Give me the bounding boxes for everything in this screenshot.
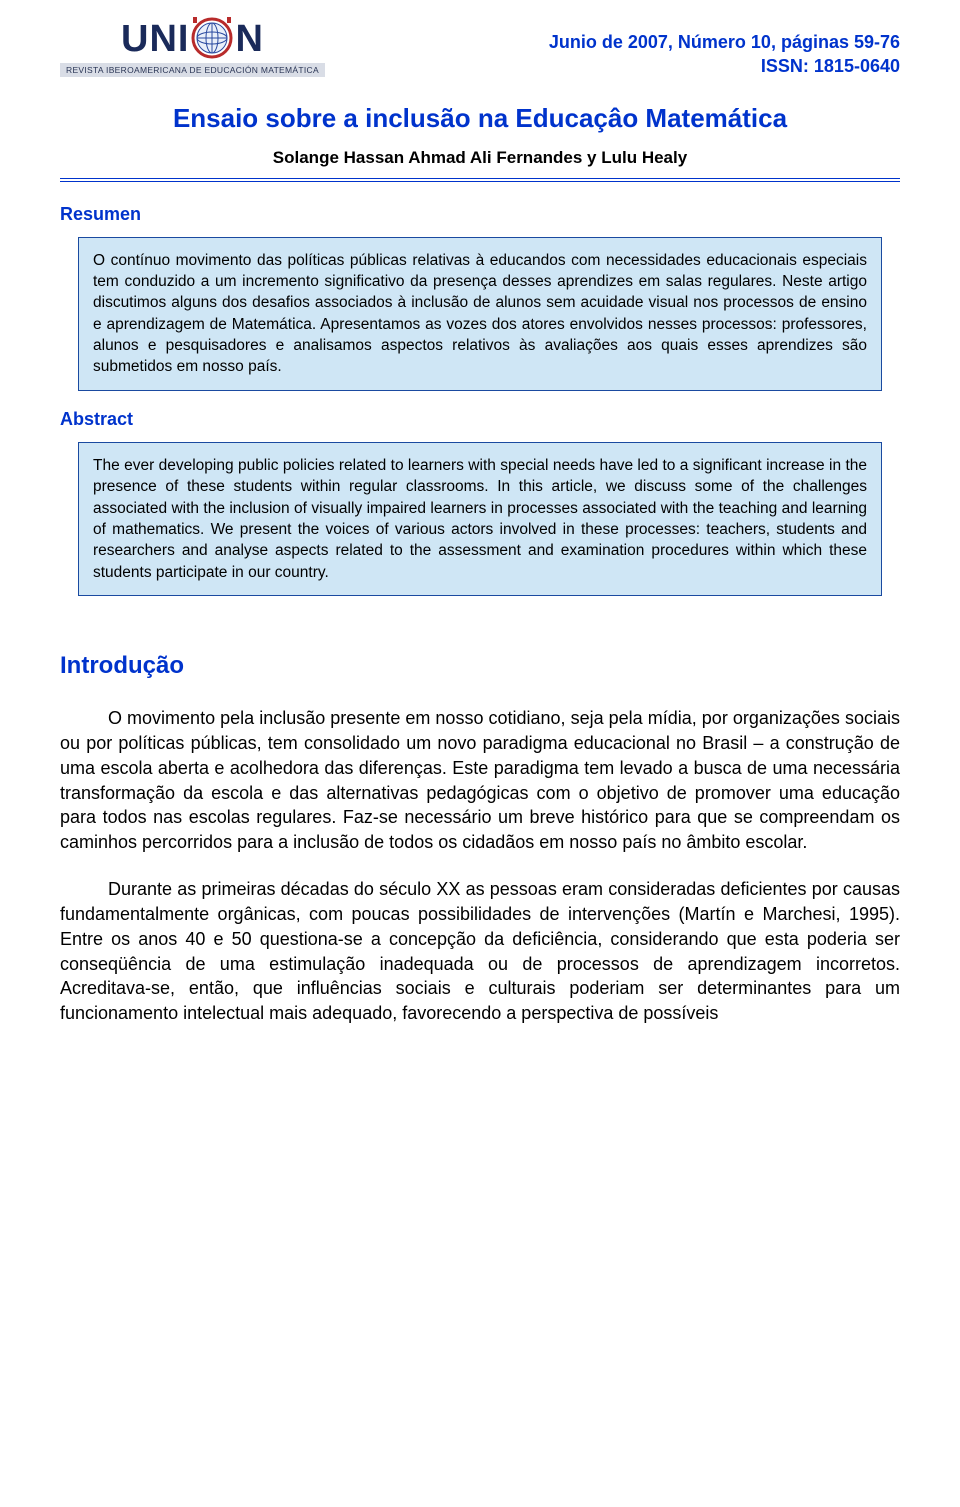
page-header: UNI N REVISTA IBEROAMERICANA DE EDUCACIÓ… — [60, 18, 900, 79]
abstract-text: The ever developing public policies rela… — [93, 457, 867, 581]
resumen-text: O contínuo movimento das políticas públi… — [93, 252, 867, 376]
logo-text-left: UNI — [121, 18, 189, 61]
logo-wordmark: UNI N — [121, 18, 264, 61]
issue-date-pages: Junio de 2007, Número 10, páginas 59-76 — [549, 30, 900, 54]
abstract-label: Abstract — [60, 409, 900, 430]
logo-subtitle: REVISTA IBEROAMERICANA DE EDUCACIÓN MATE… — [60, 63, 325, 77]
intro-paragraph-1: O movimento pela inclusão presente em no… — [60, 706, 900, 855]
abstract-box: The ever developing public policies rela… — [78, 442, 882, 596]
globe-icon — [191, 17, 233, 59]
issue-info: Junio de 2007, Número 10, páginas 59-76 … — [549, 18, 900, 79]
resumen-box: O contínuo movimento das políticas públi… — [78, 237, 882, 391]
intro-paragraph-2: Durante as primeiras décadas do século X… — [60, 877, 900, 1026]
resumen-label: Resumen — [60, 204, 900, 225]
article-title: Ensaio sobre a inclusão na Educaçâo Mate… — [60, 103, 900, 134]
title-divider — [60, 178, 900, 182]
issue-issn: ISSN: 1815-0640 — [549, 54, 900, 78]
article-authors: Solange Hassan Ahmad Ali Fernandes y Lul… — [60, 148, 900, 168]
intro-heading: Introdução — [60, 652, 900, 680]
logo-text-right: N — [235, 18, 263, 61]
journal-logo: UNI N REVISTA IBEROAMERICANA DE EDUCACIÓ… — [60, 18, 325, 77]
